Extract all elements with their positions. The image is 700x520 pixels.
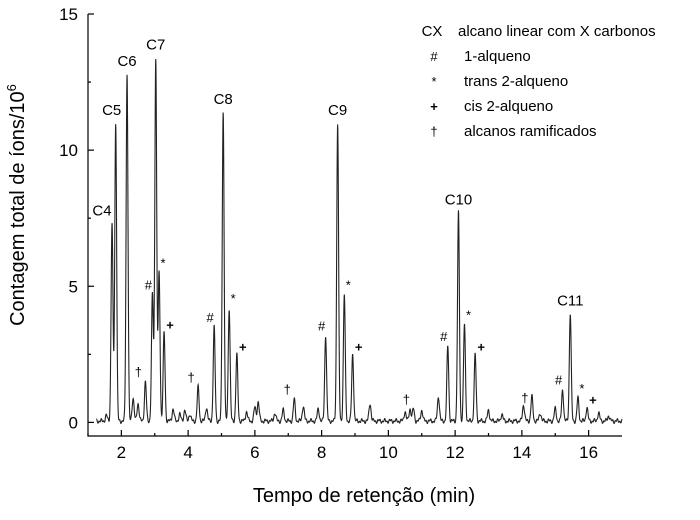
legend-text: trans 2-alqueno <box>464 73 568 90</box>
x-tick-label: 16 <box>579 443 598 462</box>
legend-symbol: † <box>430 124 437 139</box>
legend-text: alcano linear com X carbonos <box>458 23 656 40</box>
marker-cis-2-alqueno: + <box>239 339 247 354</box>
marker-cis-2-alqueno: + <box>355 339 363 354</box>
peak-label-c11: C11 <box>557 292 583 309</box>
peak-label-c4: C4 <box>92 203 111 220</box>
marker-trans-2-alqueno: * <box>231 291 236 306</box>
marker-trans-2-alqueno: * <box>579 381 584 396</box>
marker-trans-2-alqueno: * <box>466 307 471 322</box>
marker-alcano-ramificado: † <box>135 365 142 380</box>
marker-1-alqueno: # <box>145 277 153 292</box>
y-axis-title: Contagem total de íons/106 <box>4 84 29 326</box>
marker-cis-2-alqueno: + <box>166 318 174 333</box>
marker-1-alqueno: # <box>207 310 215 325</box>
y-axis-title-main: Contagem total de íons/10 <box>7 91 29 326</box>
x-tick-label: 14 <box>512 443 531 462</box>
y-tick-label: 0 <box>69 413 78 432</box>
marker-1-alqueno: # <box>555 373 563 388</box>
legend-symbol: # <box>430 49 438 64</box>
peak-label-c6: C6 <box>117 53 136 70</box>
marker-1-alqueno: # <box>318 318 326 333</box>
marker-trans-2-alqueno: * <box>161 256 166 271</box>
marker-alcano-ramificado: † <box>188 370 195 385</box>
marker-alcano-ramificado: † <box>284 382 291 397</box>
x-tick-label: 10 <box>379 443 398 462</box>
marker-alcano-ramificado: † <box>521 390 528 405</box>
y-tick-label: 5 <box>69 277 78 296</box>
legend-symbol: CX <box>422 23 443 40</box>
marker-alcano-ramificado: † <box>403 392 410 407</box>
x-tick-label: 2 <box>117 443 126 462</box>
x-axis-title: Tempo de retenção (min) <box>253 485 475 507</box>
legend-symbol: + <box>430 99 438 114</box>
marker-cis-2-alqueno: + <box>477 339 485 354</box>
legend-text: 1-alqueno <box>464 48 531 65</box>
chromatogram-trace <box>96 58 623 425</box>
x-tick-label: 4 <box>183 443 192 462</box>
marker-cis-2-alqueno: + <box>589 392 597 407</box>
peak-label-c5: C5 <box>102 102 121 119</box>
y-axis-title-exponent: 6 <box>4 84 19 91</box>
peak-label-c7: C7 <box>146 37 165 54</box>
x-tick-label: 6 <box>250 443 259 462</box>
marker-trans-2-alqueno: * <box>346 277 351 292</box>
axis-ticks: 2 4 6 8 10 12 14 16 0 5 10 15 <box>59 5 598 462</box>
x-tick-label: 8 <box>317 443 326 462</box>
peak-label-c10: C10 <box>445 192 473 209</box>
peak-label-c9: C9 <box>328 102 347 119</box>
legend-text: cis 2-alqueno <box>464 98 553 115</box>
x-tick-label: 12 <box>446 443 465 462</box>
marker-1-alqueno: # <box>440 329 448 344</box>
legend-text: alcanos ramificados <box>464 123 597 140</box>
legend: CX alcano linear com X carbonos # 1-alqueno… <box>422 23 656 140</box>
legend-symbol: * <box>431 74 436 89</box>
peak-labels: C4 C5 C6 † # C7 * + † # C8 * + † # C9 * + † # C10 * + † # C11 * + <box>92 37 597 408</box>
y-tick-label: 15 <box>59 5 78 24</box>
peak-label-c8: C8 <box>214 91 233 108</box>
y-tick-label: 10 <box>59 141 78 160</box>
